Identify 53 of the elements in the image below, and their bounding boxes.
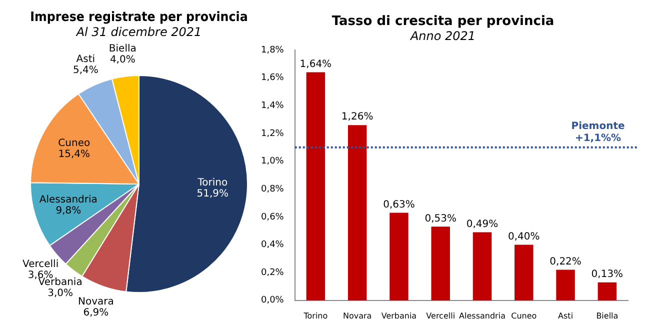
chart-subtitle: Anno 2021: [409, 28, 476, 43]
data-label: 0,63%: [383, 199, 415, 210]
slice-label: Cuneo: [58, 138, 90, 149]
x-tick-label: Cuneo: [511, 311, 537, 320]
y-tick-label: 1,2%: [260, 128, 284, 139]
data-label: 0,40%: [508, 231, 540, 242]
slice-label: Novara: [78, 296, 114, 308]
data-label: 5,4%: [72, 64, 98, 76]
data-label: 15,4%: [58, 148, 90, 160]
data-label: 9,8%: [56, 206, 82, 217]
x-tick-label: Torino: [302, 311, 328, 320]
bar: [431, 226, 450, 300]
y-tick-label: 0,8%: [260, 184, 284, 194]
bar: [598, 282, 617, 300]
data-label: 1,26%: [341, 112, 374, 123]
slice-label: Asti: [76, 54, 96, 65]
y-tick-label: 1,0%: [260, 156, 284, 167]
data-label: 0,22%: [550, 256, 582, 268]
y-tick-label: 1,8%: [260, 45, 284, 56]
x-tick-label: Asti: [558, 311, 574, 320]
data-label: 4,0%: [110, 54, 136, 66]
bar: [390, 212, 408, 300]
chart-subtitle: Al 31 dicembre 2021: [75, 24, 202, 39]
ref-line-label: Piemonte +1,1%%: [571, 120, 625, 144]
y-tick-label: 0,4%: [260, 240, 284, 250]
data-label: 3,0%: [48, 288, 74, 300]
slice-label: Vercelli: [22, 258, 59, 270]
slice-label: Alessandria: [39, 194, 98, 206]
data-label: 51,9%: [196, 188, 229, 200]
y-tick-label: 0,0%: [260, 296, 284, 306]
bar: [348, 125, 367, 300]
bar: [472, 232, 492, 300]
x-tick-label: Novara: [342, 311, 372, 320]
slice-label: Biella: [108, 44, 136, 55]
data-label: 1,64%: [300, 58, 332, 70]
bar: [306, 72, 326, 300]
y-tick-label: 0,6%: [260, 212, 284, 222]
x-tick-label: Alessandria: [459, 311, 506, 320]
y-tick-label: 1,4%: [260, 100, 284, 111]
data-label: 0,49%: [466, 218, 498, 230]
data-label: 6,9%: [83, 307, 109, 318]
chart-title: Tasso di crescita per provincia: [332, 14, 554, 30]
x-tick-label: Verbania: [381, 311, 417, 320]
x-tick-label: Biella: [596, 311, 618, 320]
data-label: 0,13%: [591, 268, 624, 280]
bar: [556, 270, 575, 300]
y-tick-label: 1,6%: [260, 73, 284, 84]
data-label: 0,53%: [424, 213, 456, 224]
x-tick-label: Vercelli: [426, 311, 456, 320]
bar: [514, 244, 534, 300]
y-tick-label: 0,2%: [260, 268, 284, 278]
chart-title: Imprese registrate per provincia: [30, 8, 248, 24]
slice-label: Torino: [196, 177, 228, 188]
